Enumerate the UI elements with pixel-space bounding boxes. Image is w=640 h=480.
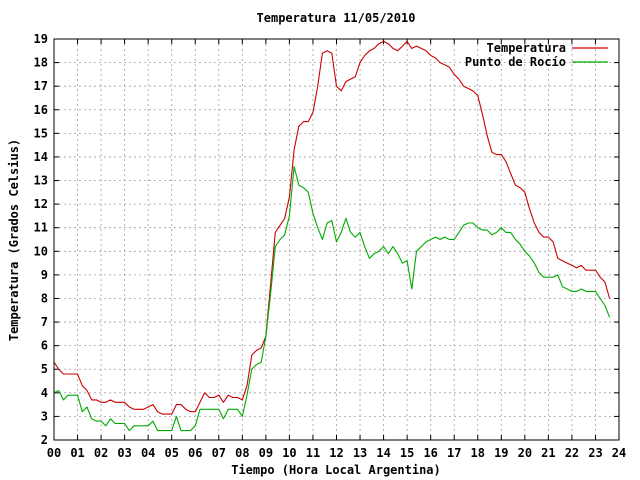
x-tick-label: 14	[376, 446, 390, 460]
y-tick-label: 15	[34, 126, 48, 140]
x-tick-label: 24	[612, 446, 626, 460]
x-tick-label: 18	[471, 446, 485, 460]
y-tick-label: 8	[41, 291, 48, 305]
x-tick-label: 11	[306, 446, 320, 460]
series-lines	[53, 40, 611, 432]
legend-label-punto-de-rocio: Punto de Rocío	[465, 55, 566, 69]
x-tick-label: 20	[518, 446, 532, 460]
x-tick-label: 01	[70, 446, 84, 460]
y-tick-label: 4	[41, 386, 48, 400]
x-axis-label: Tiempo (Hora Local Argentina)	[231, 463, 441, 477]
x-tick-label: 04	[141, 446, 155, 460]
y-tick-label: 7	[41, 315, 48, 329]
y-tick-label: 6	[41, 339, 48, 353]
x-tick-label: 09	[259, 446, 273, 460]
x-tick-label: 19	[494, 446, 508, 460]
x-tick-label: 02	[94, 446, 108, 460]
y-tick-label: 3	[41, 409, 48, 423]
x-tick-label: 12	[329, 446, 343, 460]
x-tick-label: 06	[188, 446, 202, 460]
y-tick-label: 5	[41, 362, 48, 376]
x-tick-labels: 00 01 02 03 04 05 06 07 08 09 10 11 12 13 14 15 16 17 18 19…	[47, 446, 626, 460]
y-tick-labels: 2 3 4 5 6 7 8 9 10 11 12 13 14 15 16 17 18 19	[34, 32, 48, 447]
series-line-punto-de-rocio	[53, 165, 611, 432]
x-tick-label: 23	[588, 446, 602, 460]
x-tick-label: 00	[47, 446, 61, 460]
legend: Temperatura Punto de Rocío	[465, 41, 608, 69]
y-tick-label: 13	[34, 174, 48, 188]
x-tick-label: 03	[117, 446, 131, 460]
y-tick-label: 18	[34, 56, 48, 70]
y-tick-label: 14	[34, 150, 48, 164]
y-tick-label: 2	[41, 433, 48, 447]
legend-label-temperatura: Temperatura	[487, 41, 566, 55]
x-tick-label: 13	[353, 446, 367, 460]
plot-frame	[53, 38, 620, 441]
x-tick-label: 15	[400, 446, 414, 460]
y-tick-label: 9	[41, 268, 48, 282]
x-tick-label: 07	[212, 446, 226, 460]
x-tick-label: 16	[423, 446, 437, 460]
x-tick-label: 08	[235, 446, 249, 460]
y-axis-label: Temperatura (Grados Celsius)	[7, 139, 21, 341]
y-tick-label: 11	[34, 221, 48, 235]
y-tick-label: 19	[34, 32, 48, 46]
chart-title: Temperatura 11/05/2010	[257, 11, 416, 25]
y-tick-label: 12	[34, 197, 48, 211]
x-tick-label: 21	[541, 446, 555, 460]
y-tick-label: 17	[34, 79, 48, 93]
x-tick-label: 22	[565, 446, 579, 460]
x-tick-label: 05	[164, 446, 178, 460]
y-tick-label: 16	[34, 103, 48, 117]
x-tick-label: 10	[282, 446, 296, 460]
series-line-temperatura	[53, 40, 611, 415]
y-tick-label: 10	[34, 244, 48, 258]
x-tick-label: 17	[447, 446, 461, 460]
